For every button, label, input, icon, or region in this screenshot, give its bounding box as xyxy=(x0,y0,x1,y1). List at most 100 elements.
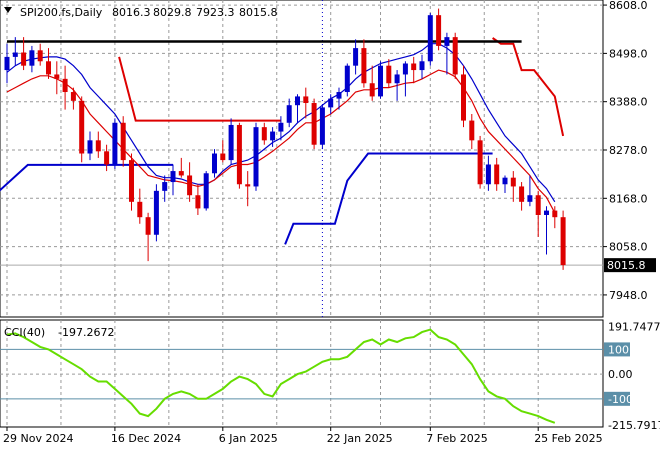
candle-body xyxy=(220,153,226,161)
candle xyxy=(527,175,533,207)
candle xyxy=(245,171,251,207)
candle-body xyxy=(245,184,251,187)
candle-body xyxy=(236,124,242,185)
cci-tick-label: 191.7477 xyxy=(608,321,660,334)
chart-menu-triangle-icon[interactable] xyxy=(4,7,12,13)
ohlc-high: 8029.8 xyxy=(153,6,192,19)
candle-body xyxy=(195,195,201,209)
candle-body xyxy=(129,160,134,202)
candle-body xyxy=(278,122,284,132)
candle xyxy=(411,56,417,84)
candle xyxy=(228,118,234,165)
candle xyxy=(286,98,292,128)
cci-value: -197.2672 xyxy=(58,326,114,339)
candle xyxy=(419,54,425,79)
time-tick-label: 29 Nov 2024 xyxy=(3,432,73,445)
candle xyxy=(95,131,101,158)
candle-body xyxy=(510,177,516,187)
candle xyxy=(469,113,475,150)
candle-body xyxy=(344,65,350,93)
candle-body xyxy=(444,37,450,46)
candle xyxy=(87,131,93,161)
candle-body xyxy=(261,127,267,141)
candle-body xyxy=(419,61,425,71)
cci-line xyxy=(6,328,556,424)
price-tick-label: 8388.0 xyxy=(609,96,648,109)
candle xyxy=(79,96,85,163)
candle xyxy=(494,157,500,191)
candle-body xyxy=(527,195,533,202)
candle-body xyxy=(394,74,400,84)
candle-body xyxy=(153,190,159,235)
candle xyxy=(153,184,159,242)
candle xyxy=(477,135,483,189)
candle-body xyxy=(37,50,43,62)
cci-tick-label: -215.7917 xyxy=(608,419,660,432)
candle-body xyxy=(54,74,60,79)
candle-body xyxy=(560,217,566,266)
cci-level-marker xyxy=(604,391,630,406)
candle xyxy=(344,63,350,97)
price-tick-label: 8608.0 xyxy=(609,0,648,12)
candle xyxy=(29,45,35,73)
candle xyxy=(195,184,201,215)
candle-body xyxy=(402,63,408,75)
candle xyxy=(4,43,10,84)
candle xyxy=(535,190,541,237)
candle-body xyxy=(4,56,10,71)
candle-body xyxy=(137,201,143,218)
candle-body xyxy=(87,140,93,154)
candle-body xyxy=(477,140,483,185)
candle-body xyxy=(70,92,76,101)
candle-body xyxy=(253,127,259,187)
cci-axis: 191.7477 100 0.00 -100 -215.7917 xyxy=(604,321,660,432)
price-tick-label: 8498.0 xyxy=(609,47,648,60)
candle-body xyxy=(228,124,234,161)
cci-level-marker xyxy=(604,342,630,357)
candle-body xyxy=(187,175,193,196)
cci-title: CCI(40) xyxy=(4,326,45,339)
candle xyxy=(21,37,27,71)
candle-body xyxy=(469,120,475,141)
time-axis: 29 Nov 2024 16 Dec 2024 6 Jan 2025 22 Jan 2… xyxy=(3,427,603,445)
candle-body xyxy=(461,74,466,121)
candle xyxy=(485,155,491,191)
candle xyxy=(145,212,151,262)
time-tick-label: 22 Jan 2025 xyxy=(327,432,393,445)
candle-body xyxy=(494,164,500,185)
stop-line xyxy=(284,152,493,245)
candle-body xyxy=(270,131,276,141)
candle xyxy=(170,164,176,196)
candle xyxy=(295,94,300,123)
time-tick-label: 7 Feb 2025 xyxy=(426,432,487,445)
candle xyxy=(212,149,217,178)
candle xyxy=(502,175,508,194)
candle-body xyxy=(535,195,541,215)
candle xyxy=(378,61,383,99)
candle-body xyxy=(328,98,334,108)
candle xyxy=(178,157,184,178)
stop-lines xyxy=(0,37,565,245)
candle xyxy=(519,182,525,211)
candle xyxy=(129,153,134,211)
candle-body xyxy=(62,78,68,93)
time-tick-label: 16 Dec 2024 xyxy=(111,432,181,445)
candle xyxy=(104,144,110,172)
price-tick-label: 8278.0 xyxy=(609,144,648,157)
candle xyxy=(560,210,566,270)
candle xyxy=(444,32,450,75)
candle xyxy=(270,127,276,147)
last-price-label: 8015.8 xyxy=(607,259,646,272)
grid xyxy=(0,0,603,427)
candle xyxy=(54,61,60,95)
cci-tick-label: 0.00 xyxy=(608,368,633,381)
candle-body xyxy=(178,171,184,176)
candle-body xyxy=(411,63,417,71)
candle xyxy=(46,48,51,79)
candle-body xyxy=(303,96,309,104)
cci-panel-content xyxy=(0,328,603,424)
candle xyxy=(394,70,400,101)
stop-line xyxy=(118,56,281,122)
candle-body xyxy=(95,140,101,152)
